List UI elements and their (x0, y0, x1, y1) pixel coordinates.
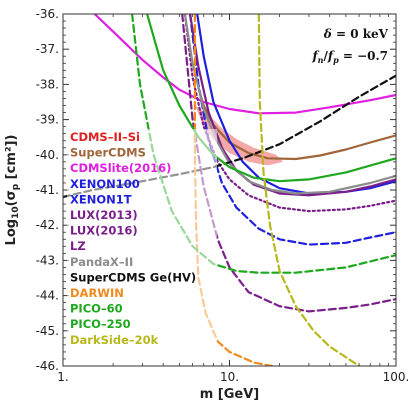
y-tick-label: -37. (36, 42, 59, 56)
x-axis-title: m [GeV] (200, 387, 260, 402)
legend-entry-cdms-ii-si: CDMS–II–Si (70, 130, 140, 144)
y-tick-label: -38. (36, 77, 59, 91)
legend-entry-pico-60: PICO–60 (70, 302, 123, 316)
y-tick-label: -43. (36, 253, 59, 267)
legend-entry-supercdms: SuperCDMS (70, 146, 146, 160)
legend-entry-cdmslite-2016: CDMSlite(2016) (70, 161, 171, 175)
series-lux-2016 (183, 14, 396, 213)
legend-entry-lux-2013: LUX(2013) (70, 208, 138, 222)
series-lux-2013 (189, 14, 396, 197)
annotation-fn-fp: fn/fp = −0.7 (312, 49, 389, 65)
y-tick-label: -36. (36, 7, 59, 21)
y-axis-title: Log10(σp [cm²]) (4, 135, 21, 246)
legend-entry-pico-250: PICO–250 (70, 317, 131, 331)
legend-entry-lux-2016: LUX(2016) (70, 224, 138, 238)
y-tick-label: -45. (36, 324, 59, 338)
y-tick-label: -41. (36, 183, 59, 197)
legend-background (67, 129, 217, 350)
series-xenon1t (189, 14, 396, 246)
series-pico-60 (146, 14, 396, 183)
tick-layer: -36. -37. -38. -39. -40. -41. -42. -43. -44. -45.… (36, 7, 410, 384)
y-tick-label: -46. (36, 359, 59, 373)
legend-entry-darkside-20k: DarkSide–20k (70, 333, 159, 347)
y-tick-label: -40. (36, 148, 59, 162)
legend-entry-supercdms-ge-hv: SuperCDMS Ge(HV) (70, 270, 196, 284)
legend-entry-xenon100: XENON100 (70, 177, 140, 191)
series-lz (181, 14, 396, 313)
annotation-delta: δ = 0 keV (323, 27, 389, 41)
legend-entry-pandax-ii: PandaX–II (70, 255, 133, 269)
series-darkside-20k (257, 14, 361, 366)
x-tick-label: 100. (383, 370, 410, 384)
y-tick-label: -42. (36, 218, 59, 232)
y-tick-label: -44. (36, 289, 59, 303)
legend-entry-lz: LZ (70, 239, 86, 253)
x-tick-label: 1. (57, 370, 68, 384)
y-tick-label: -39. (36, 113, 59, 127)
series-cdmslite-2016 (93, 14, 396, 115)
series-pandax-ii (183, 14, 396, 195)
x-tick-label: 10. (220, 370, 239, 384)
legend-entry-darwin: DARWIN (70, 286, 124, 300)
legend-entry-xenon1t: XENON1T (70, 192, 132, 206)
